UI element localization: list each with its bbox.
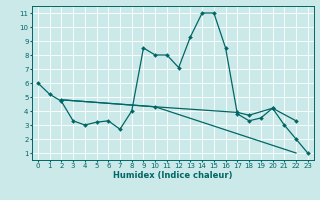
X-axis label: Humidex (Indice chaleur): Humidex (Indice chaleur)	[113, 171, 233, 180]
